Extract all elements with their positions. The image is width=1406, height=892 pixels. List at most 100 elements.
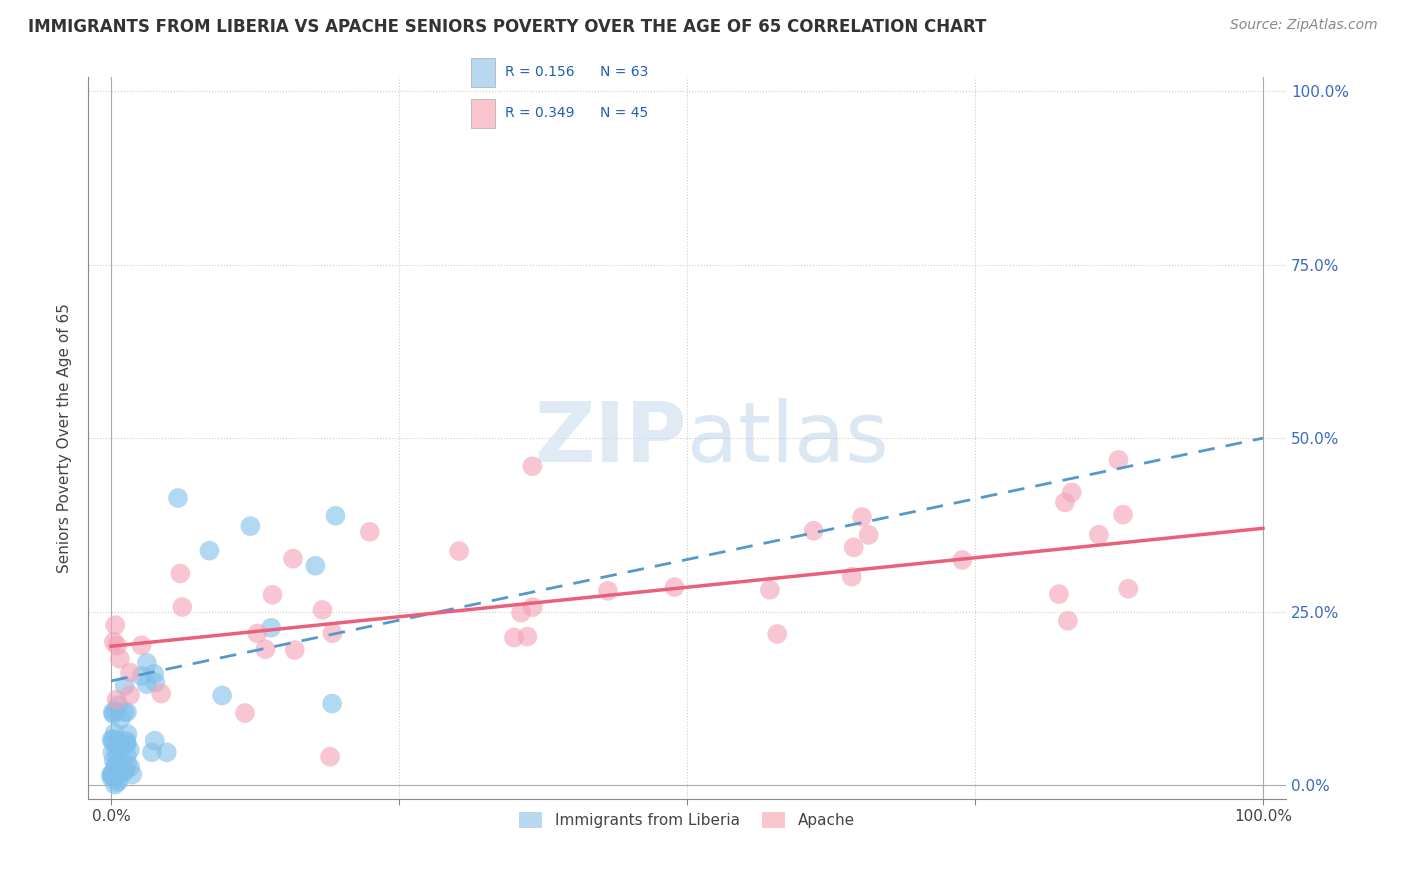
Text: ZIP: ZIP: [534, 398, 688, 479]
Point: [115, 737, 138, 751]
Point: [104, 618, 127, 632]
Point: [115, 705, 138, 719]
Point: [851, 510, 873, 524]
Point: [100, 766, 122, 780]
Point: [254, 642, 277, 657]
Point: [325, 508, 347, 523]
Point: [115, 736, 138, 750]
Point: [121, 767, 143, 781]
Point: [101, 769, 124, 783]
Point: [1108, 453, 1130, 467]
Point: [1118, 582, 1140, 596]
Point: [100, 771, 122, 785]
Point: [1047, 587, 1070, 601]
Point: [841, 569, 863, 583]
Point: [115, 733, 138, 747]
Point: [759, 582, 782, 597]
Point: [103, 769, 125, 783]
Point: [117, 757, 139, 772]
Point: [105, 764, 128, 779]
Point: [516, 630, 538, 644]
Point: [118, 665, 141, 680]
Point: [169, 566, 191, 581]
Point: [101, 705, 124, 719]
Point: [260, 621, 283, 635]
Point: [281, 551, 304, 566]
Point: [101, 746, 124, 760]
Point: [321, 697, 343, 711]
Point: [167, 491, 190, 505]
Point: [108, 773, 131, 788]
Point: [135, 656, 157, 670]
Point: [246, 626, 269, 640]
Point: [105, 775, 128, 789]
Point: [100, 768, 122, 782]
Point: [1057, 614, 1080, 628]
Point: [111, 760, 134, 774]
Point: [111, 759, 134, 773]
Bar: [471, 99, 495, 128]
Point: [110, 712, 132, 726]
Y-axis label: Seniors Poverty Over the Age of 65: Seniors Poverty Over the Age of 65: [58, 303, 72, 573]
Legend: Immigrants from Liberia, Apache: Immigrants from Liberia, Apache: [513, 806, 860, 835]
Point: [105, 767, 128, 781]
Point: [449, 544, 471, 558]
Text: Source: ZipAtlas.com: Source: ZipAtlas.com: [1230, 18, 1378, 32]
Text: R = 0.156: R = 0.156: [505, 65, 574, 79]
Point: [110, 762, 132, 776]
Point: [118, 743, 141, 757]
Point: [107, 698, 129, 713]
Point: [503, 631, 526, 645]
Point: [114, 679, 136, 693]
Point: [107, 743, 129, 757]
Point: [522, 459, 544, 474]
Point: [233, 706, 256, 720]
Point: [664, 580, 686, 594]
Point: [858, 528, 880, 542]
Point: [311, 603, 333, 617]
Point: [105, 744, 128, 758]
Point: [105, 692, 128, 706]
Point: [131, 669, 153, 683]
Point: [198, 543, 221, 558]
Point: [131, 638, 153, 652]
Text: atlas: atlas: [688, 398, 889, 479]
Point: [110, 738, 132, 752]
Point: [1088, 527, 1111, 541]
Point: [120, 688, 142, 702]
Point: [114, 705, 136, 719]
Point: [120, 760, 142, 774]
Point: [143, 733, 166, 747]
Point: [321, 626, 343, 640]
Point: [117, 727, 139, 741]
Point: [104, 726, 127, 740]
Point: [103, 707, 125, 722]
Text: IMMIGRANTS FROM LIBERIA VS APACHE SENIORS POVERTY OVER THE AGE OF 65 CORRELATION: IMMIGRANTS FROM LIBERIA VS APACHE SENIOR…: [28, 18, 987, 36]
Point: [766, 627, 789, 641]
Point: [104, 770, 127, 784]
Point: [842, 541, 865, 555]
Point: [114, 764, 136, 778]
Point: [211, 689, 233, 703]
Point: [1053, 495, 1076, 509]
Point: [596, 583, 619, 598]
Text: R = 0.349: R = 0.349: [505, 106, 574, 120]
Point: [107, 734, 129, 748]
Point: [1060, 485, 1083, 500]
Point: [304, 558, 326, 573]
Point: [803, 524, 825, 538]
Point: [114, 764, 136, 778]
Point: [1112, 508, 1135, 522]
Point: [143, 666, 166, 681]
Point: [101, 734, 124, 748]
Point: [150, 687, 173, 701]
Point: [103, 753, 125, 767]
Point: [103, 731, 125, 746]
Text: N = 63: N = 63: [600, 65, 648, 79]
Point: [156, 745, 179, 759]
Point: [103, 635, 125, 649]
Point: [105, 757, 128, 772]
Point: [100, 732, 122, 747]
Point: [104, 778, 127, 792]
Point: [104, 704, 127, 718]
